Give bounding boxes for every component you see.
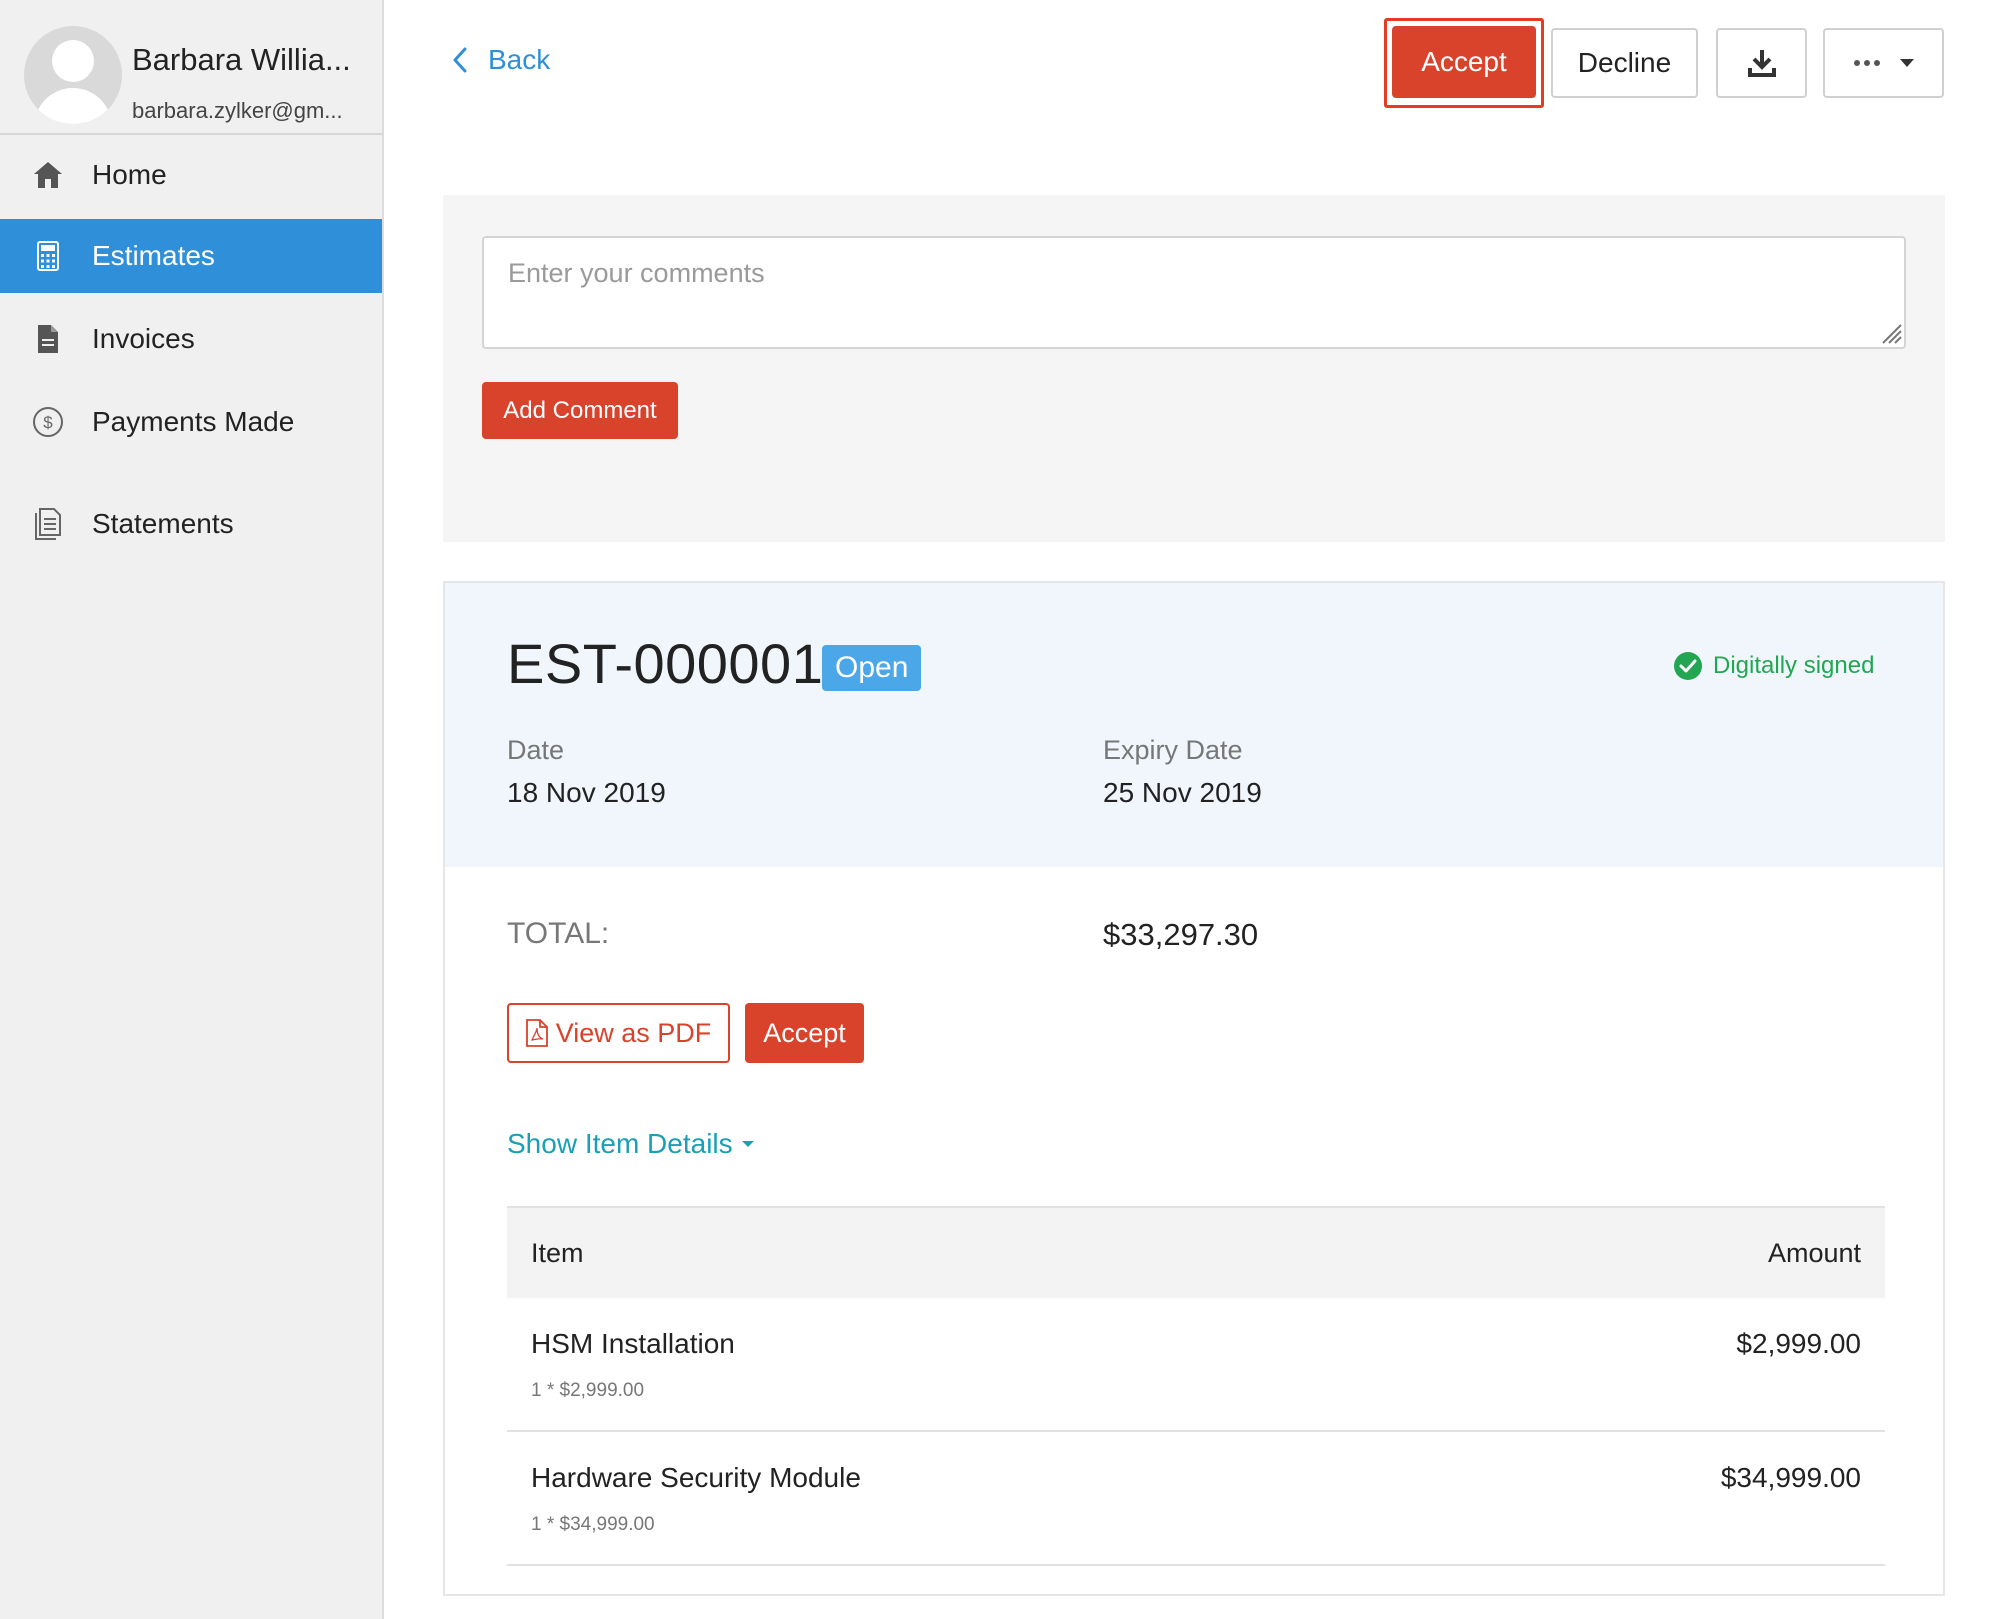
sidebar-item-label: Payments Made	[92, 406, 295, 437]
sidebar-item-home[interactable]: Home	[0, 138, 382, 212]
table-row: Hardware Security Module 1 * $34,999.00 …	[507, 1432, 1885, 1566]
table-header: Item Amount	[507, 1206, 1885, 1298]
item-amount: $34,999.00	[1720, 1462, 1861, 1493]
item-amount: $2,999.00	[1736, 1328, 1861, 1359]
download-icon	[1747, 48, 1777, 78]
expiry-date-label: Expiry Date	[1103, 735, 1243, 765]
sidebar-item-label: Statements	[92, 508, 234, 539]
sidebar-item-label: Home	[92, 159, 167, 190]
estimate-header: EST-000001 Open Digitally signed Date 18…	[445, 583, 1943, 867]
view-as-pdf-label: View as PDF	[555, 1017, 712, 1048]
item-quantity-rate: 1 * $34,999.00	[531, 1514, 655, 1535]
sidebar: Barbara Willia... barbara.zylker@gm... H…	[0, 0, 384, 1619]
add-comment-button[interactable]: Add Comment	[482, 382, 678, 439]
dollar-circle-icon: $	[32, 406, 64, 438]
back-label: Back	[488, 44, 551, 75]
avatar	[24, 26, 122, 124]
date-label: Date	[507, 735, 565, 765]
table-row: HSM Installation 1 * $2,999.00 $2,999.00	[507, 1298, 1885, 1432]
item-name: Hardware Security Module	[531, 1462, 861, 1493]
digitally-signed-indicator: Digitally signed	[1673, 651, 1874, 681]
date-value: 18 Nov 2019	[507, 777, 666, 808]
sidebar-item-payments[interactable]: $ Payments Made	[0, 385, 382, 459]
column-header-item: Item	[531, 1237, 584, 1268]
estimate-card: EST-000001 Open Digitally signed Date 18…	[443, 581, 1945, 1596]
calculator-icon	[32, 240, 64, 272]
sidebar-item-invoices[interactable]: Invoices	[0, 302, 382, 376]
back-link[interactable]: Back	[452, 44, 550, 76]
comment-panel: Add Comment	[443, 195, 1945, 542]
more-dots-icon	[1853, 59, 1881, 67]
more-actions-button[interactable]	[1823, 28, 1944, 98]
item-name: HSM Installation	[531, 1328, 735, 1359]
accept-highlight	[1384, 18, 1544, 108]
sidebar-item-statements[interactable]: Statements	[0, 487, 382, 561]
pdf-file-icon	[525, 1019, 548, 1047]
comment-input[interactable]	[482, 236, 1906, 349]
expiry-date-value: 25 Nov 2019	[1103, 777, 1262, 808]
caret-down-icon	[741, 1140, 755, 1148]
item-quantity-rate: 1 * $2,999.00	[531, 1380, 645, 1401]
user-email: barbara.zylker@gm...	[132, 98, 343, 123]
accept-button[interactable]: Accept	[1392, 26, 1536, 98]
accept-estimate-button[interactable]: Accept	[745, 1003, 864, 1063]
document-icon	[32, 323, 64, 355]
sidebar-item-estimates[interactable]: Estimates	[0, 219, 382, 293]
view-as-pdf-button[interactable]: View as PDF	[507, 1003, 730, 1063]
total-value: $33,297.30	[1103, 917, 1259, 952]
decline-button[interactable]: Decline	[1551, 28, 1698, 98]
resize-grip-icon[interactable]	[1877, 319, 1903, 345]
show-item-details-toggle[interactable]: Show Item Details	[507, 1128, 755, 1160]
user-name: Barbara Willia...	[132, 42, 351, 77]
column-header-amount: Amount	[1767, 1237, 1861, 1268]
sidebar-item-label: Estimates	[92, 240, 215, 271]
statement-icon	[32, 508, 64, 540]
svg-text:$: $	[43, 413, 53, 432]
signed-label: Digitally signed	[1713, 652, 1875, 679]
home-icon	[32, 159, 64, 191]
caret-down-icon	[1899, 58, 1915, 68]
chevron-left-icon	[452, 47, 468, 73]
download-button[interactable]	[1716, 28, 1807, 98]
status-badge: Open	[822, 645, 922, 691]
total-label: TOTAL:	[507, 917, 610, 950]
estimate-number: EST-000001	[507, 632, 824, 695]
items-table: Item Amount HSM Installation 1 * $2,999.…	[507, 1206, 1885, 1566]
user-profile[interactable]: Barbara Willia... barbara.zylker@gm...	[0, 0, 382, 135]
show-item-details-label: Show Item Details	[507, 1128, 733, 1159]
check-circle-icon	[1673, 651, 1703, 681]
sidebar-item-label: Invoices	[92, 323, 195, 354]
